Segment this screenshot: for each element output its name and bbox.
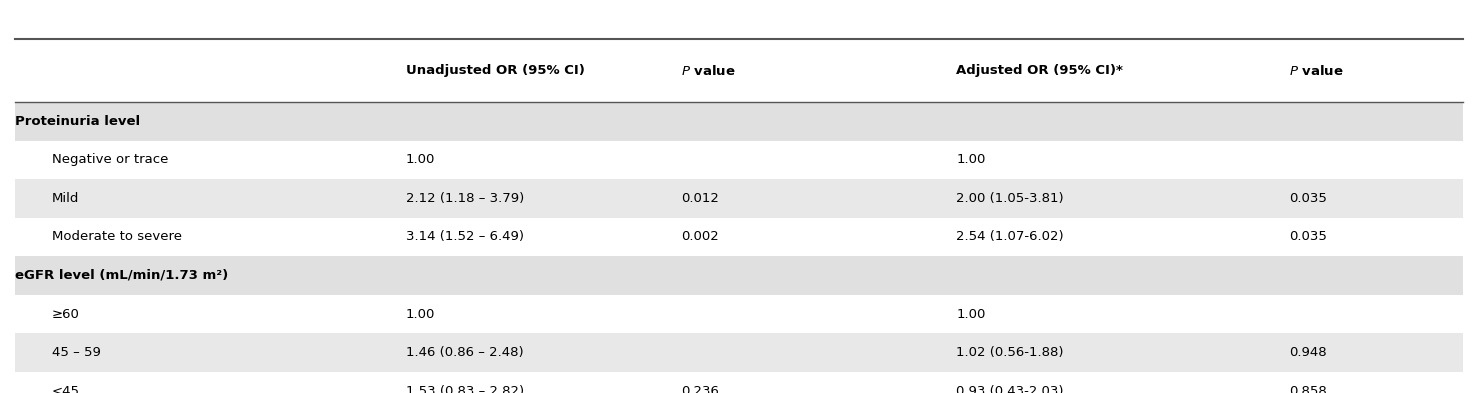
Text: 1.00: 1.00	[956, 153, 986, 167]
FancyBboxPatch shape	[15, 218, 1463, 256]
Text: 2.54 (1.07-6.02): 2.54 (1.07-6.02)	[956, 230, 1064, 244]
Text: 3.14 (1.52 – 6.49): 3.14 (1.52 – 6.49)	[406, 230, 523, 244]
FancyBboxPatch shape	[15, 256, 1463, 295]
Text: 1.00: 1.00	[406, 153, 435, 167]
Text: 1.00: 1.00	[956, 307, 986, 321]
FancyBboxPatch shape	[15, 39, 1463, 102]
Text: Negative or trace: Negative or trace	[52, 153, 168, 167]
Text: 0.035: 0.035	[1289, 192, 1327, 205]
Text: 2.12 (1.18 – 3.79): 2.12 (1.18 – 3.79)	[406, 192, 525, 205]
Text: 1.00: 1.00	[406, 307, 435, 321]
FancyBboxPatch shape	[15, 179, 1463, 218]
Text: ≥60: ≥60	[52, 307, 80, 321]
FancyBboxPatch shape	[15, 372, 1463, 393]
Text: Moderate to severe: Moderate to severe	[52, 230, 182, 244]
Text: 0.002: 0.002	[681, 230, 718, 244]
Text: 1.53 (0.83 – 2.82): 1.53 (0.83 – 2.82)	[406, 384, 525, 393]
Text: 1.02 (0.56-1.88): 1.02 (0.56-1.88)	[956, 346, 1064, 359]
Text: 0.236: 0.236	[681, 384, 718, 393]
FancyBboxPatch shape	[15, 102, 1463, 141]
Text: 0.012: 0.012	[681, 192, 718, 205]
FancyBboxPatch shape	[15, 295, 1463, 333]
Text: <45: <45	[52, 384, 80, 393]
Text: 45 – 59: 45 – 59	[52, 346, 101, 359]
Text: Proteinuria level: Proteinuria level	[15, 115, 140, 128]
FancyBboxPatch shape	[15, 141, 1463, 179]
Text: 0.858: 0.858	[1289, 384, 1327, 393]
Text: Unadjusted OR (95% CI): Unadjusted OR (95% CI)	[406, 64, 585, 77]
Text: $\mathit{P}$ value: $\mathit{P}$ value	[681, 64, 736, 78]
Text: Mild: Mild	[52, 192, 80, 205]
Text: eGFR level (mL/min/1.73 m²): eGFR level (mL/min/1.73 m²)	[15, 269, 228, 282]
Text: 1.46 (0.86 – 2.48): 1.46 (0.86 – 2.48)	[406, 346, 523, 359]
Text: 2.00 (1.05-3.81): 2.00 (1.05-3.81)	[956, 192, 1064, 205]
FancyBboxPatch shape	[15, 333, 1463, 372]
Text: $\mathit{P}$ value: $\mathit{P}$ value	[1289, 64, 1344, 78]
Text: 0.948: 0.948	[1289, 346, 1327, 359]
Text: 0.035: 0.035	[1289, 230, 1327, 244]
Text: 0.93 (0.43-2.03): 0.93 (0.43-2.03)	[956, 384, 1064, 393]
Text: Adjusted OR (95% CI)*: Adjusted OR (95% CI)*	[956, 64, 1123, 77]
